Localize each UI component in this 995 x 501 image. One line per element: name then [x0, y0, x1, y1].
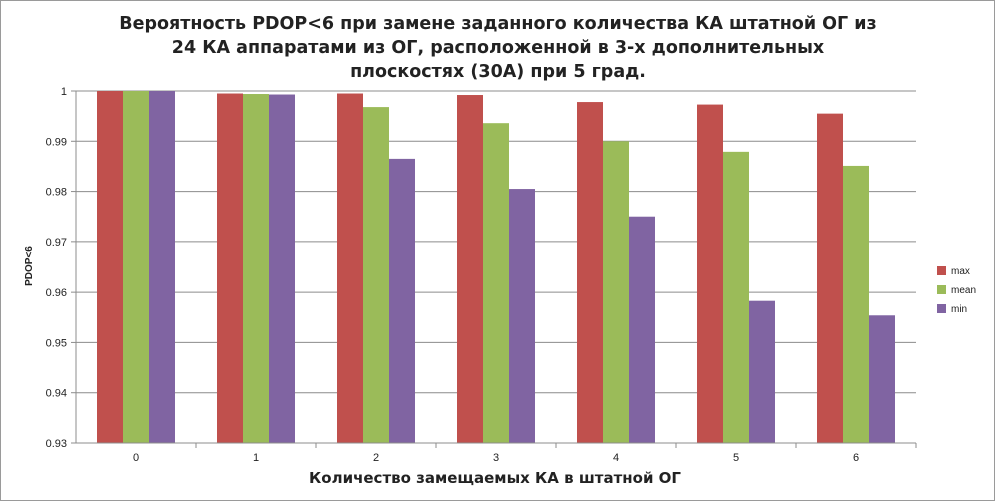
title-line: 24 КА аппаратами из ОГ, расположенной в … [172, 38, 825, 58]
x-tick-label: 0 [133, 452, 139, 464]
bar-max-3 [457, 95, 483, 443]
bar-min-4 [629, 216, 655, 443]
x-tick-label: 2 [373, 452, 379, 464]
legend-label-max: max [951, 266, 970, 277]
bar-mean-4 [603, 141, 629, 444]
y-tick-label: 0.97 [46, 237, 67, 249]
bar-mean-6 [843, 165, 869, 443]
x-tick-label: 6 [853, 452, 859, 464]
x-tick-label: 3 [493, 452, 499, 464]
title-line: Вероятность PDOP<6 при замене заданного … [119, 14, 876, 34]
legend-swatch-max [937, 266, 946, 275]
bar-max-1 [217, 93, 243, 443]
legend-label-min: min [951, 304, 967, 315]
legend: max mean min [937, 266, 976, 315]
bar-max-6 [817, 113, 843, 443]
bar-max-5 [697, 104, 723, 443]
bar-mean-5 [723, 151, 749, 444]
x-tick-label: 5 [733, 452, 739, 464]
y-tick-label: 0.94 [46, 388, 67, 400]
y-tick-labels: 0.93 0.94 0.95 0.96 0.97 0.98 0.99 1 [46, 86, 67, 450]
y-tick-label: 0.93 [46, 438, 67, 450]
y-tick-label: 0.95 [46, 337, 67, 349]
bar-min-2 [389, 158, 415, 443]
bar-mean-3 [483, 123, 509, 443]
bar-mean-0 [123, 91, 149, 443]
x-tick-labels: 0 1 2 3 4 5 6 [133, 452, 859, 464]
x-axis-title: Количество замещаемых КА в штатной ОГ [309, 469, 681, 487]
legend-label-mean: mean [951, 285, 976, 296]
y-tick-label: 0.99 [46, 136, 67, 148]
bar-max-0 [97, 91, 123, 443]
bars [97, 91, 895, 444]
bar-max-2 [337, 93, 363, 443]
bar-mean-2 [363, 107, 389, 443]
y-tick-label: 0.96 [46, 287, 67, 299]
bar-min-3 [509, 189, 535, 443]
bar-min-6 [869, 315, 895, 443]
title-line: плоскостях (30A) при 5 град. [350, 62, 646, 82]
y-tick-label: 1 [61, 86, 67, 98]
bar-max-4 [577, 102, 603, 443]
y-axis-title: PDOP<6 [24, 246, 35, 286]
bar-min-5 [749, 300, 775, 443]
legend-swatch-min [937, 304, 946, 313]
bar-min-0 [149, 91, 175, 443]
x-tick-label: 1 [253, 452, 259, 464]
chart-title: Вероятность PDOP<6 при замене заданного … [119, 14, 876, 82]
axes [75, 91, 917, 448]
y-tick-label: 0.98 [46, 187, 67, 199]
x-tick-label: 4 [613, 452, 619, 464]
bar-min-1 [269, 94, 295, 444]
bar-mean-1 [243, 94, 269, 443]
legend-swatch-mean [937, 285, 946, 294]
